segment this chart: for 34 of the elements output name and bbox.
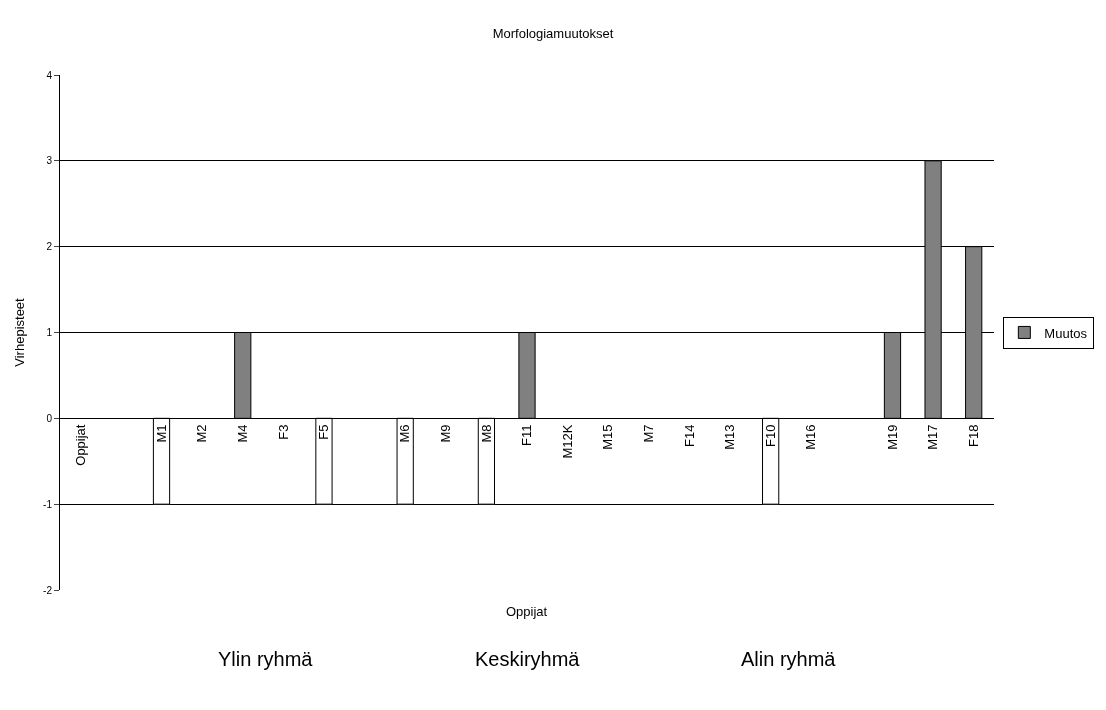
x-tick-label: M6 [397, 424, 413, 443]
x-tick-label: M7 [641, 424, 657, 443]
y-tick-label: 3 [46, 155, 53, 167]
x-tick-label: Oppijat [72, 424, 88, 466]
text: Keskiryhmä [475, 648, 581, 670]
x-tick-label: M13 [722, 424, 738, 450]
y-axis-title: Virhepisteet [12, 297, 28, 367]
y-tick-label: -1 [43, 498, 53, 510]
legend-label: Muutos [1044, 325, 1088, 341]
x-tick-label: M8 [478, 424, 494, 443]
x-tick-label: F18 [965, 424, 981, 447]
x-tick-label: M1 [153, 424, 169, 443]
x-tick-label: M17 [925, 424, 941, 450]
x-tick-label: F11 [519, 424, 535, 446]
x-tick-label: F10 [762, 424, 778, 447]
x-tick-label: M12K [559, 424, 575, 459]
chart-title: Morfologiamuutokset [492, 25, 614, 41]
y-tick-label: 1 [46, 327, 53, 338]
x-tick-label: M19 [884, 424, 900, 450]
x-tick-label: M9 [438, 424, 454, 443]
text: Ylin ryhmä [218, 648, 314, 670]
y-tick-label: 4 [46, 69, 53, 81]
y-tick-label: 0 [46, 412, 53, 424]
x-axis-title: Oppijat [506, 604, 548, 619]
y-tick-label: -2 [43, 584, 53, 596]
y-tick-label: 2 [46, 241, 53, 253]
x-tick-label: F3 [275, 424, 291, 440]
x-tick-label: M2 [194, 424, 210, 443]
x-tick-label: M16 [803, 424, 819, 450]
text: Alin ryhmä [741, 648, 837, 670]
x-tick-label: M15 [600, 424, 616, 450]
x-tick-label: M4 [234, 424, 250, 443]
x-tick-label: F5 [316, 424, 332, 440]
x-tick-label: F14 [681, 424, 697, 447]
